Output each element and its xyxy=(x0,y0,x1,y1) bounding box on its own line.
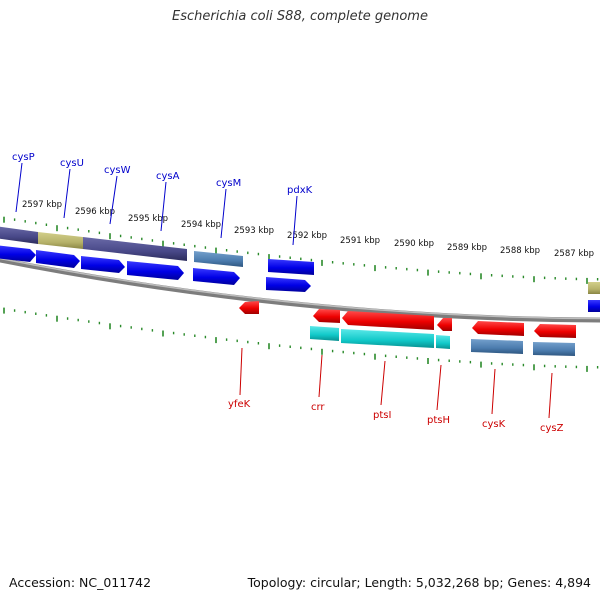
reverse-cds-arrow-ptsI[interactable] xyxy=(342,311,434,330)
lower-ruler-ticks xyxy=(3,307,599,372)
leader-line xyxy=(318,354,323,398)
gene-label-ptsH[interactable]: ptsH xyxy=(427,415,450,426)
ruler-label: 2589 kbp xyxy=(447,243,487,253)
gene-label-cysU[interactable]: cysU xyxy=(60,158,84,169)
ruler-label: 2588 kbp xyxy=(500,246,540,256)
ruler-label: 2593 kbp xyxy=(234,226,274,236)
leader-line xyxy=(436,364,442,411)
reverse-cog-track xyxy=(310,326,575,356)
gene-label-ptsI[interactable]: ptsI xyxy=(373,410,391,421)
ruler-label: 2595 kbp xyxy=(128,214,168,224)
reverse-cds-arrow-cysZ[interactable] xyxy=(534,324,576,338)
gene-label-cysW[interactable]: cysW xyxy=(104,165,131,176)
leader-line xyxy=(292,195,298,246)
gene-label-cysP[interactable]: cysP xyxy=(12,152,35,163)
cog-bar-end[interactable] xyxy=(588,282,600,294)
gene-label-cysA[interactable]: cysA xyxy=(156,171,180,182)
gene-label-crr[interactable]: crr xyxy=(311,402,325,413)
leader-line xyxy=(160,181,167,232)
genome-backbone xyxy=(0,257,600,323)
ruler-label: 2596 kbp xyxy=(75,207,115,217)
forward-cds-track xyxy=(0,245,600,312)
genome-summary-label: Topology: circular; Length: 5,032,268 bp… xyxy=(247,575,591,590)
ruler-label: 2592 kbp xyxy=(287,231,327,241)
cog-bar-cysM[interactable] xyxy=(194,251,243,267)
forward-cds-arrow[interactable] xyxy=(588,300,600,312)
leader-line xyxy=(15,162,23,213)
ruler-label: 2591 kbp xyxy=(340,236,380,246)
forward-gene-labels: cysP cysU cysW cysA cysM pdxK xyxy=(12,152,313,246)
leader-line xyxy=(63,168,71,219)
forward-cds-arrow[interactable] xyxy=(127,261,184,280)
reverse-cds-arrow-yfeK[interactable] xyxy=(239,301,259,314)
genome-backbone-highlight xyxy=(0,257,600,320)
map-title: Escherichia coli S88, complete genome xyxy=(172,9,428,24)
forward-cds-arrow[interactable] xyxy=(193,268,240,285)
leader-line xyxy=(220,188,227,239)
forward-cds-arrow[interactable] xyxy=(36,250,80,268)
gene-label-cysZ[interactable]: cysZ xyxy=(540,423,564,434)
cog-bar-cysU[interactable] xyxy=(38,232,83,249)
gene-label-yfeK[interactable]: yfeK xyxy=(228,399,251,410)
reverse-cds-arrow-cysK[interactable] xyxy=(472,321,524,336)
ruler-label: 2587 kbp xyxy=(554,249,594,259)
cog-bar-ptsI[interactable] xyxy=(341,329,434,348)
forward-cds-arrow[interactable] xyxy=(81,256,125,273)
forward-cog-track xyxy=(0,226,600,294)
ruler-labels: 2597 kbp 2596 kbp 2595 kbp 2594 kbp 2593… xyxy=(22,200,594,259)
ruler-label: 2590 kbp xyxy=(394,239,434,249)
upper-ruler-ticks xyxy=(3,216,599,284)
leader-line xyxy=(109,175,118,225)
gene-label-cysK[interactable]: cysK xyxy=(482,419,506,430)
forward-cds-arrow[interactable] xyxy=(266,277,311,292)
forward-cds-arrow[interactable] xyxy=(268,259,314,275)
reverse-cds-track xyxy=(239,301,576,338)
reverse-cds-arrow-ptsH[interactable] xyxy=(437,318,452,331)
accession-label: Accession: NC_011742 xyxy=(9,575,152,590)
leader-line xyxy=(548,372,553,419)
cog-bar-cysP[interactable] xyxy=(0,226,38,244)
cog-bar-cysZ[interactable] xyxy=(533,342,575,356)
ruler-label: 2597 kbp xyxy=(22,200,62,210)
gene-label-cysM[interactable]: cysM xyxy=(216,178,241,189)
cog-bar-crr[interactable] xyxy=(310,326,339,341)
leader-line xyxy=(491,368,496,415)
gene-label-pdxK[interactable]: pdxK xyxy=(287,185,313,196)
leader-line xyxy=(380,360,386,406)
ruler-label: 2594 kbp xyxy=(181,220,221,230)
cog-bar-ptsH[interactable] xyxy=(436,335,450,349)
forward-cds-arrow[interactable] xyxy=(0,245,36,262)
reverse-gene-labels: yfeK crr ptsI ptsH cysK cysZ xyxy=(228,347,564,434)
cog-bar-cysK[interactable] xyxy=(471,339,523,354)
cog-bar-cysW-cysA[interactable] xyxy=(83,237,187,261)
leader-line xyxy=(239,347,243,396)
reverse-cds-arrow-crr[interactable] xyxy=(313,309,340,323)
